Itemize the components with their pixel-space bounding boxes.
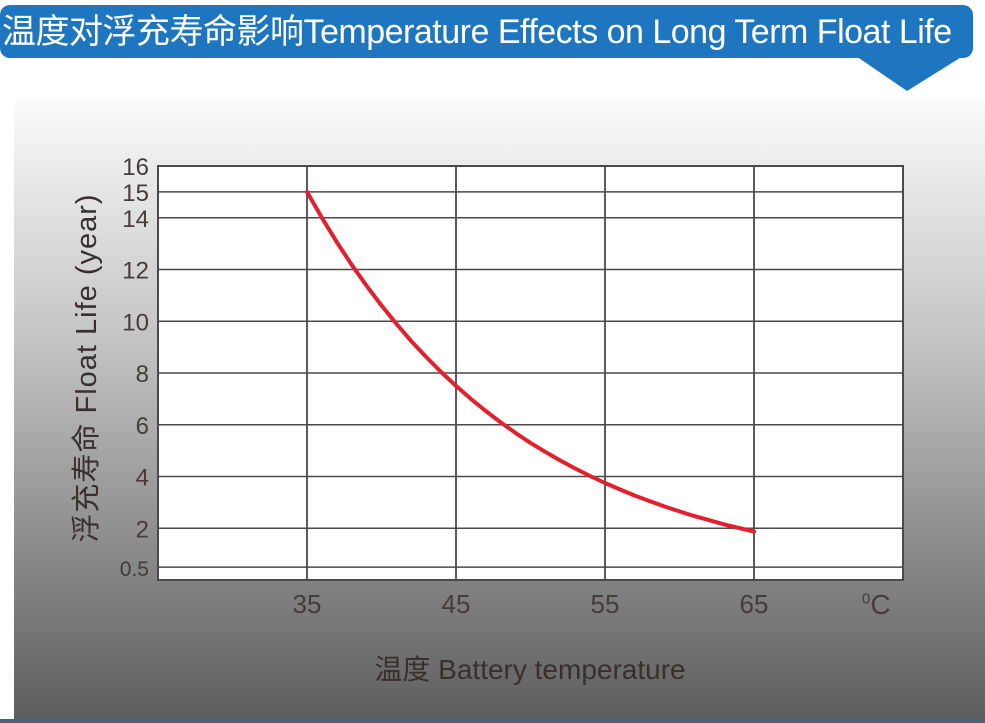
- x-tick-label: 45: [442, 589, 471, 619]
- y-tick-label: 4: [136, 465, 149, 492]
- title-banner: 温度对浮充寿命影响Temperature Effects on Long Ter…: [0, 5, 973, 58]
- y-tick-label: 0.5: [120, 558, 149, 581]
- x-axis-unit-base: C: [870, 589, 891, 620]
- y-tick-label: 8: [136, 361, 149, 388]
- y-tick-label: 2: [136, 516, 149, 543]
- y-tick-label: 10: [122, 309, 149, 336]
- x-axis-unit-sup: 0: [862, 590, 871, 608]
- float-life-vs-temperature-curve: [305, 189, 756, 534]
- y-tick-label: 14: [122, 206, 149, 233]
- y-tick-label: 15: [122, 180, 149, 207]
- bottom-accent-bar: [0, 719, 985, 723]
- y-axis-title: 浮充寿命 Float Life (year): [71, 193, 103, 543]
- x-tick-label: 55: [591, 589, 620, 619]
- page-title: 温度对浮充寿命影响Temperature Effects on Long Ter…: [2, 13, 952, 51]
- x-tick-label: 65: [740, 589, 769, 619]
- plot-border: [157, 165, 904, 581]
- x-tick-label: 35: [293, 589, 322, 619]
- x-axis-title: 温度 Battery temperature: [374, 654, 686, 685]
- y-tick-label: 6: [136, 413, 149, 440]
- y-tick-label: 12: [122, 258, 149, 285]
- y-tick-label: 16: [122, 154, 149, 181]
- x-axis-unit: 0C: [862, 589, 891, 621]
